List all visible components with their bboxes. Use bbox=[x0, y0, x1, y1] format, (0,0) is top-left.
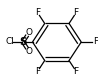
Text: O: O bbox=[26, 47, 33, 56]
Text: F: F bbox=[74, 8, 79, 17]
Text: O: O bbox=[26, 28, 33, 37]
Text: F: F bbox=[74, 67, 79, 76]
Text: Cl: Cl bbox=[5, 37, 14, 47]
Text: F: F bbox=[93, 37, 98, 47]
Text: S: S bbox=[19, 37, 27, 47]
Text: F: F bbox=[35, 8, 40, 17]
Text: F: F bbox=[35, 67, 40, 76]
